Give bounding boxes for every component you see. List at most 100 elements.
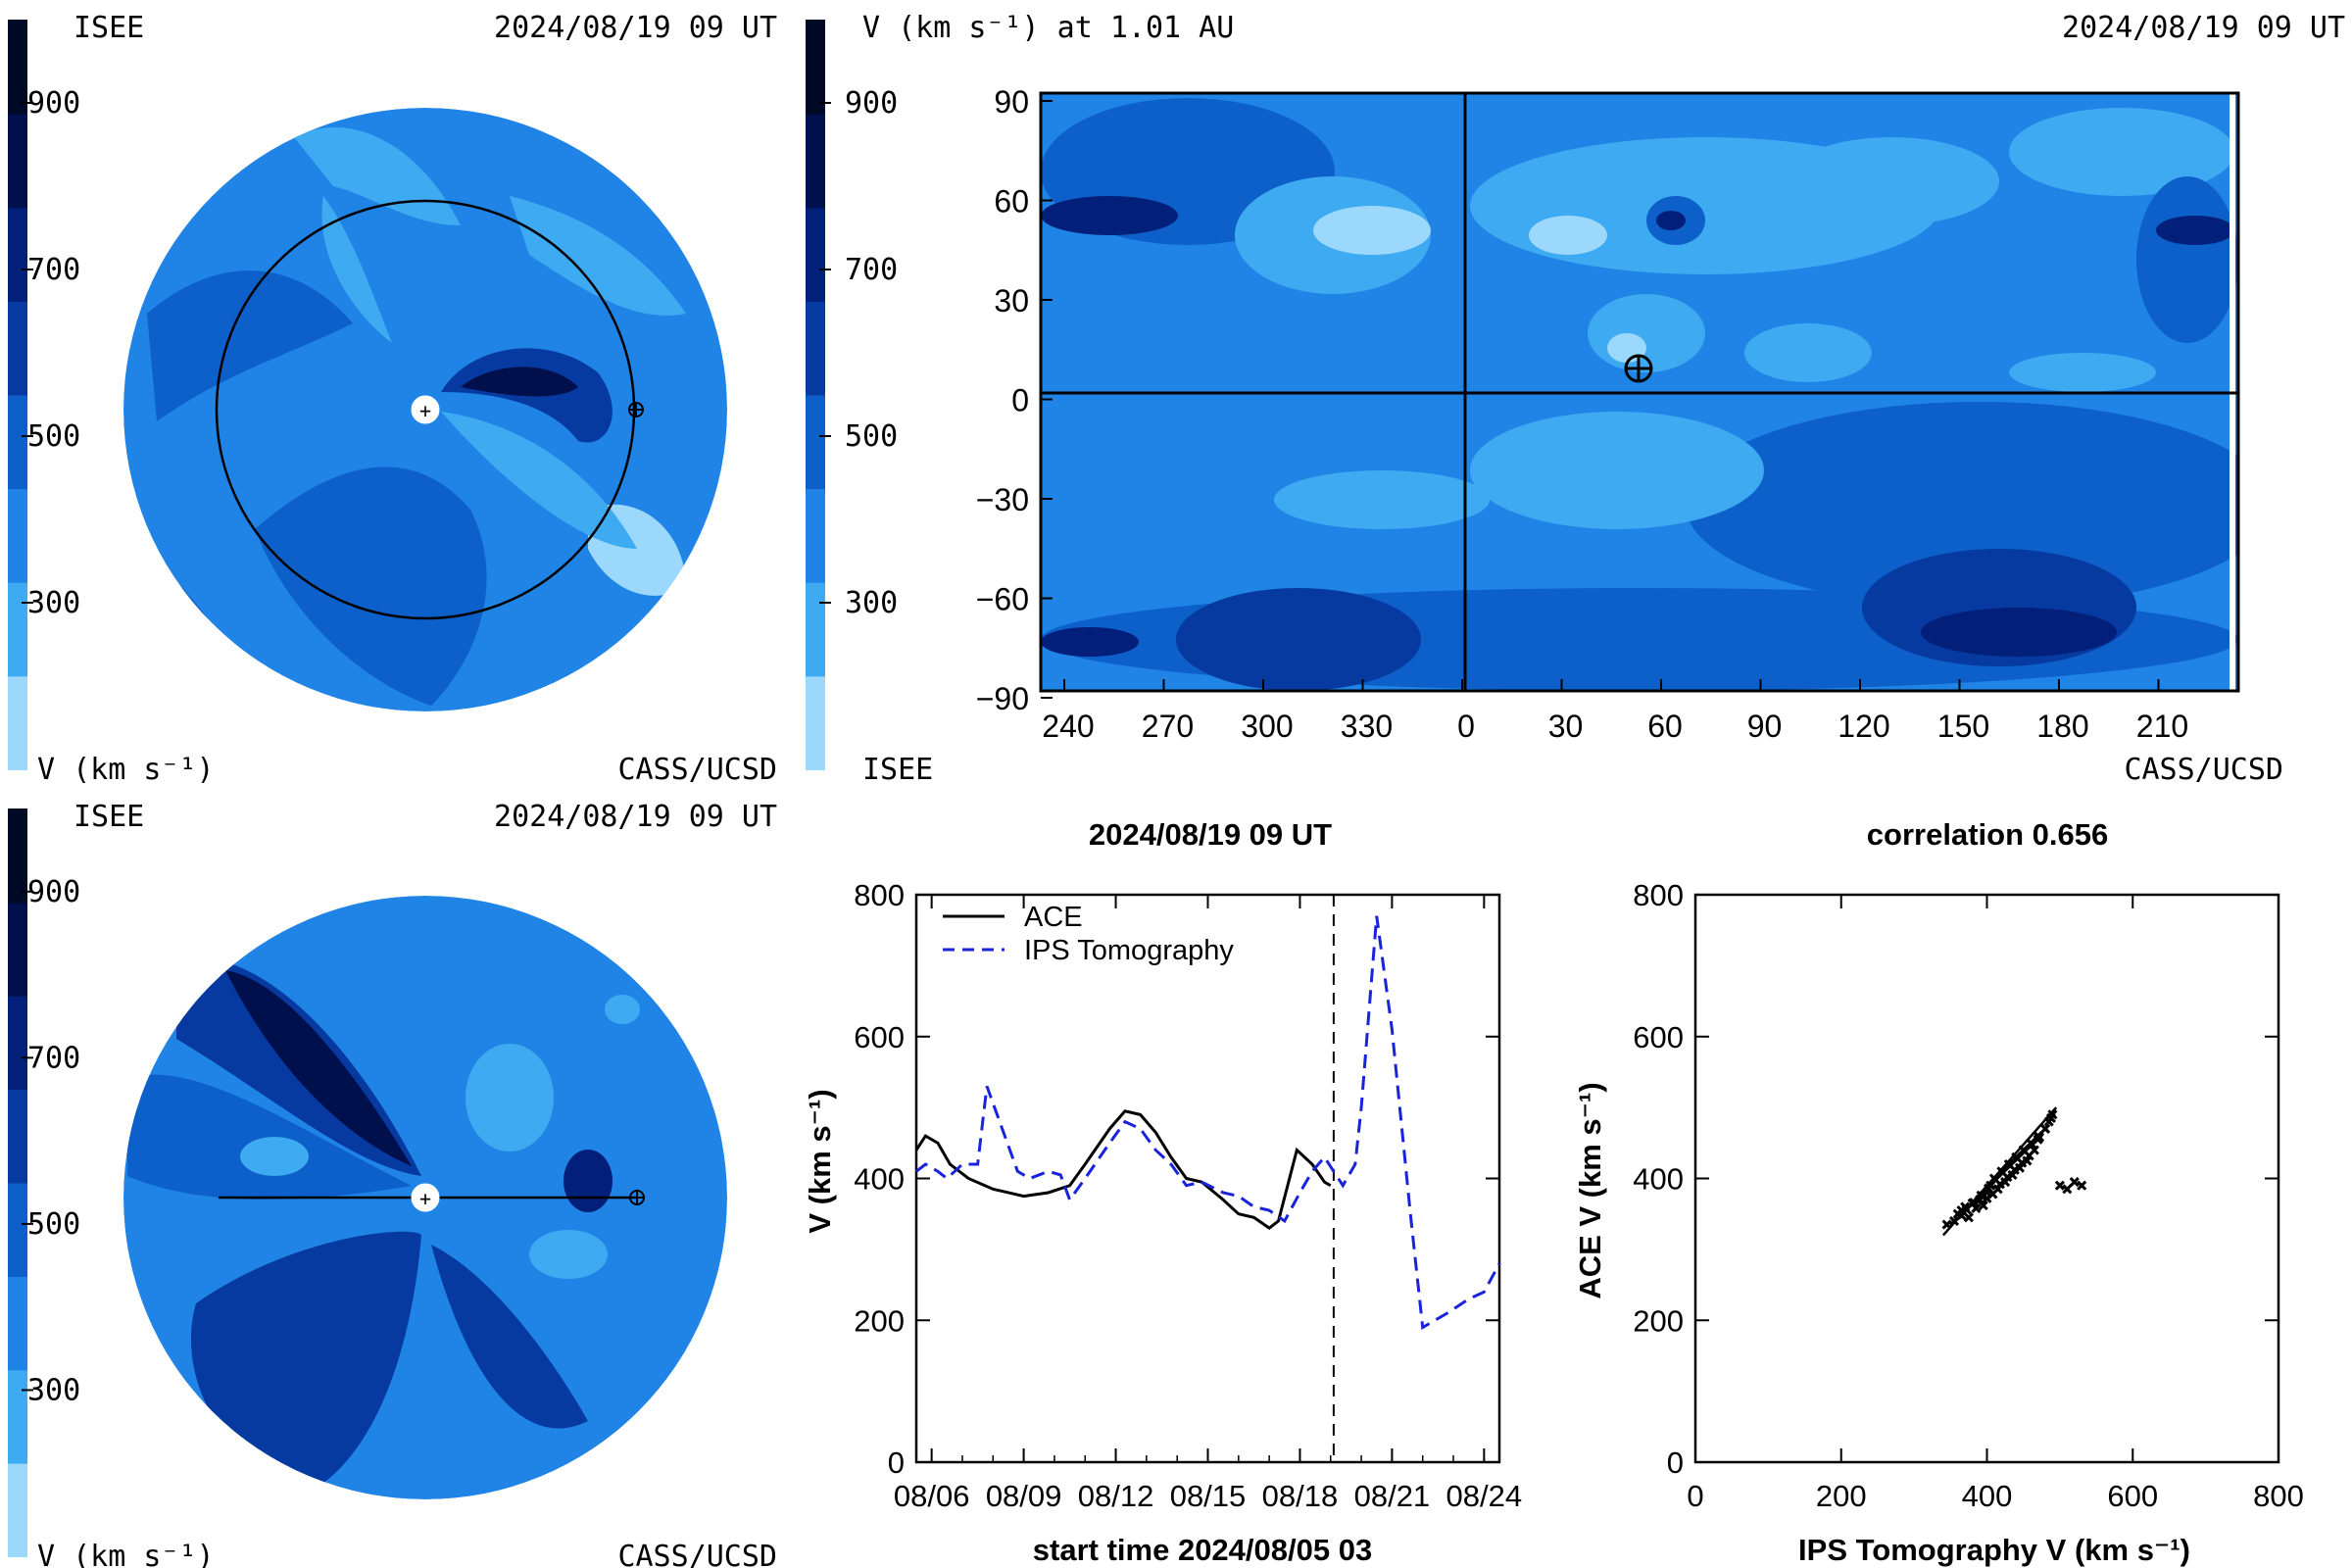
colorbar-tick-label: 300 [845,586,898,620]
x-axis-title: IPS Tomography V (km s⁻¹) [1798,1533,2190,1567]
x-tick-label: 800 [2253,1479,2304,1513]
colorbar-tick-label: 700 [27,253,80,287]
x-tick-label: 30 [1548,709,1584,744]
credit-label: CASS/UCSD [617,1540,777,1568]
map-contour [1588,294,1705,372]
colorbar-segment [806,581,825,677]
colorbar-tick-label: 900 [27,86,80,121]
y-tick-label: 0 [1667,1446,1684,1480]
speed-contour [431,1245,588,1429]
y-axis-title: ACE V (km s⁻¹) [1573,1082,1607,1298]
x-tick-label: 08/06 [894,1479,970,1513]
colorbar-segment [8,207,27,302]
scatter-point [1976,1190,1986,1200]
speed-contour [147,270,353,421]
x-tick-label: 120 [1838,709,1889,744]
scatter-point [2069,1177,2080,1188]
map-contour [1529,216,1607,255]
sun-plus-icon: + [419,1187,431,1210]
colorbar-middle: 300 500 700 900 [806,20,898,770]
chart-title: correlation 0.656 [1867,817,2108,852]
speed-contour [466,1044,554,1152]
regression-line [1941,1106,2058,1237]
colorbar-segment [8,1462,27,1557]
colorbar-tick-label: 500 [27,419,80,454]
colorbar-segment [806,488,825,583]
map-contour [2156,216,2234,245]
map-contour [1470,412,1764,529]
colorbar-tick-label: 300 [27,1373,80,1407]
credit-label: CASS/UCSD [617,753,777,787]
x-tick-label: 90 [1747,709,1783,744]
panel-meridional-view: 300 500 700 900 ISEE 2024/08/19 09 UT V (km… [8,800,777,1568]
colorbar-segment [806,20,825,115]
speed-contour [321,196,392,343]
scatter-point [2062,1184,2073,1195]
colorbar-segment [8,1182,27,1277]
speed-contour [225,970,412,1166]
colorbar-left-bottom: 300 500 700 900 [8,808,80,1557]
y-tick-label: 200 [1633,1303,1684,1338]
y-tick-label: 800 [854,878,905,912]
colorbar-segment [806,300,825,396]
x-tick-label: 08/18 [1262,1479,1339,1513]
y-tick-label: −90 [976,681,1029,716]
isee-label: ISEE [74,800,144,834]
colorbar-unit-label: V (km s⁻¹) [37,753,215,787]
map-contour [1274,470,1490,529]
sun-marker [411,1183,440,1212]
x-tick-label: 300 [1241,709,1293,744]
timestamp-label: 2024/08/19 09 UT [494,11,777,45]
earth-marker-icon [1624,354,1653,383]
x-tick-label: 08/24 [1446,1479,1523,1513]
map-contour [1656,211,1686,230]
y-tick-label: 600 [854,1020,905,1054]
scatter-point [2034,1132,2045,1143]
colorbar-left-top: 300 500 700 900 [8,20,80,770]
y-tick-label: 600 [1633,1020,1684,1054]
x-tick-label: 330 [1341,709,1393,744]
colorbar-unit-label: V (km s⁻¹) [37,1540,215,1568]
scatter-point [2039,1123,2051,1134]
colorbar-segment [8,995,27,1091]
x-tick-label: 60 [1647,709,1683,744]
colorbar-tick-label: 500 [845,419,898,454]
colorbar-segment [8,20,27,115]
speed-contour [255,466,487,706]
timestamp-label: 2024/08/19 09 UT [494,800,777,834]
speed-contour [529,1230,608,1279]
colorbar-segment [8,394,27,490]
scatter-chart-points [1941,1106,2087,1237]
colorbar-segment [8,1275,27,1371]
x-tick-label: 08/21 [1354,1479,1431,1513]
map-contour [1313,206,1431,255]
map-contour [1041,196,1178,235]
scatter-point [1963,1212,1974,1223]
colorbar-tick-label: 900 [27,875,80,909]
x-tick-label: 200 [1816,1479,1867,1513]
colorbar-segment [806,675,825,770]
colorbar-tick-label: 500 [27,1207,80,1242]
speed-contour [564,1150,612,1212]
timestamp-label: 2024/08/19 09 UT [2062,11,2345,45]
y-tick-label: −30 [976,482,1029,517]
chart-title: 2024/08/19 09 UT [1089,817,1332,852]
line-chart-series [914,915,1501,1330]
colorbar-segment [8,488,27,583]
legend-ips-label: IPS Tomography [1024,935,1234,966]
colorbar-tick-label: 700 [27,1041,80,1075]
panel-scatter-chart: correlation 0.656 0 200 400 600 800 0 200 400 60… [1573,817,2304,1567]
speed-contour [510,196,686,316]
speed-contour [441,412,637,549]
ace-series-line [914,1109,1332,1231]
map-contour [1607,333,1646,363]
x-tick-label: 270 [1142,709,1194,744]
map-title: V (km s⁻¹) at 1.01 AU [862,11,1234,45]
plot-frame [1693,893,2280,1464]
credit-label: CASS/UCSD [2124,753,2283,787]
colorbar-segment [8,113,27,209]
x-tick-label: 400 [1962,1479,2013,1513]
sun-marker [411,395,440,424]
